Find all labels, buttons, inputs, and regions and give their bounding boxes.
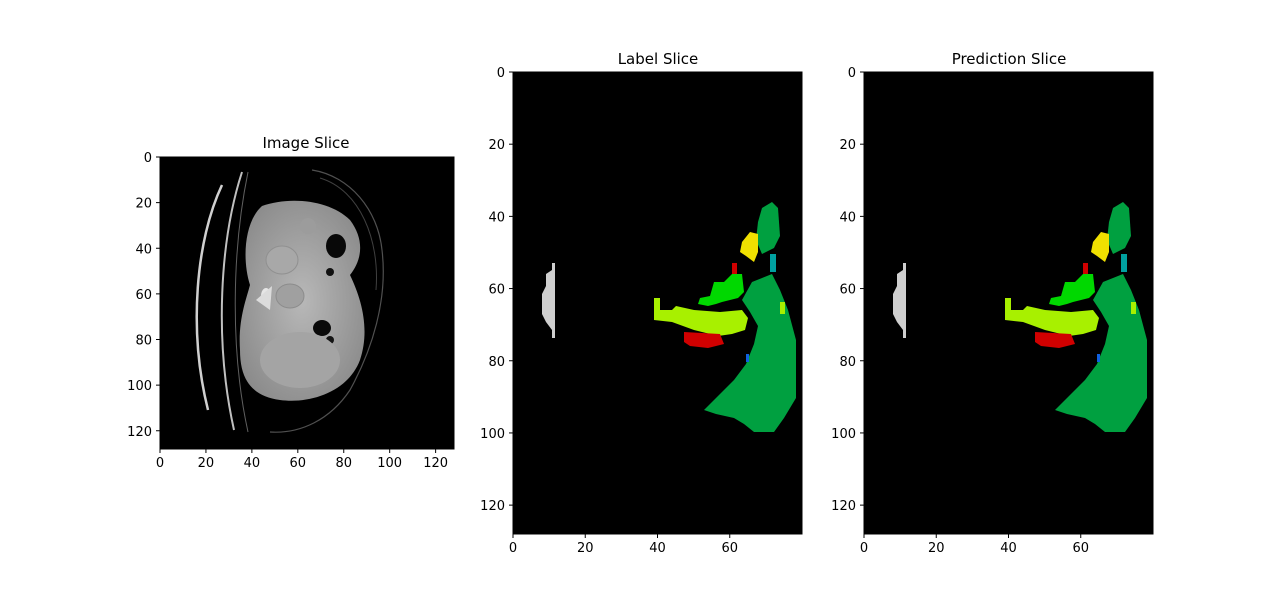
prediction-class-red-dot (1083, 263, 1088, 274)
label-slice-xtick-label: 40 (649, 541, 666, 556)
image-slice-xtick-label: 60 (290, 456, 307, 471)
image-slice-title: Image Slice (262, 134, 349, 152)
prediction-slice-ytick-label: 40 (839, 210, 856, 225)
image-slice-xtick-label: 80 (335, 456, 352, 471)
label-class-yellow (740, 232, 758, 262)
prediction-slice-panel: Prediction Slice 0 20 40 60 0 20 40 60 80 100 120 (831, 50, 1154, 556)
image-slice-outer-contour (195, 184, 224, 411)
label-class-blue (746, 354, 749, 362)
prediction-slice-xtick-label: 0 (860, 541, 868, 556)
image-slice-xtick-label: 120 (423, 456, 448, 471)
prediction-slice-xtick-label: 20 (928, 541, 945, 556)
prediction-class-dark-green-lower (1055, 274, 1147, 432)
image-slice-ticks: 0 20 40 60 80 100 120 0 20 40 60 80 100 120 (127, 151, 448, 471)
label-class-light-gray (542, 263, 555, 338)
label-class-yellow-green (654, 298, 748, 336)
prediction-slice-xtick-label: 40 (1000, 541, 1017, 556)
image-slice-xtick-label: 40 (244, 456, 261, 471)
image-slice-inner-contour (220, 171, 243, 431)
image-slice-xtick-label: 20 (198, 456, 215, 471)
prediction-slice-ytick-label: 80 (839, 355, 856, 370)
prediction-class-dark-green-upper (1107, 202, 1131, 254)
image-slice-xtick-label: 100 (377, 456, 402, 471)
prediction-class-green (1049, 274, 1095, 306)
prediction-class-yellow (1091, 232, 1109, 262)
label-class-green (698, 274, 744, 306)
prediction-slice-title: Prediction Slice (952, 50, 1067, 68)
label-slice-ytick-label: 120 (480, 499, 505, 514)
label-slice-xtick-label: 0 (509, 541, 517, 556)
image-slice-xtick-label: 0 (156, 456, 164, 471)
image-slice-ytick-label: 100 (127, 379, 152, 394)
prediction-segmentation (893, 202, 1147, 432)
label-class-teal (770, 254, 776, 272)
label-slice-ytick-label: 60 (488, 283, 505, 298)
label-slice-ytick-label: 40 (488, 210, 505, 225)
prediction-slice-ytick-label: 100 (831, 427, 856, 442)
label-slice-xtick-label: 60 (721, 541, 738, 556)
label-class-red-dot (732, 263, 737, 274)
image-slice-ytick-label: 80 (135, 334, 152, 349)
prediction-class-yellow-green (1005, 298, 1099, 336)
image-slice-ytick-label: 40 (135, 242, 152, 257)
label-slice-xtick-label: 20 (577, 541, 594, 556)
prediction-slice-ytick-label: 60 (839, 283, 856, 298)
prediction-slice-plot (864, 72, 1153, 534)
image-slice-ytick-label: 120 (127, 425, 152, 440)
prediction-class-light-gray (893, 263, 906, 338)
image-slice-ytick-label: 60 (135, 288, 152, 303)
label-class-yellow-green-dot (780, 302, 785, 314)
label-slice-plot (513, 72, 802, 534)
prediction-slice-xtick-label: 60 (1072, 541, 1089, 556)
prediction-class-blue (1097, 354, 1100, 362)
image-slice-plot (160, 157, 454, 449)
label-slice-title: Label Slice (618, 50, 699, 68)
prediction-slice-ytick-label: 20 (839, 138, 856, 153)
image-slice-panel: Image Slice 0 20 40 60 80 100 120 0 20 40 60 80 100 1… (127, 134, 455, 471)
label-slice-ytick-label: 20 (488, 138, 505, 153)
label-class-dark-green-lower (704, 274, 796, 432)
label-class-dark-green-upper (756, 202, 780, 254)
prediction-slice-ytick-label: 120 (831, 499, 856, 514)
label-segmentation (542, 202, 796, 432)
label-slice-ytick-label: 80 (488, 355, 505, 370)
prediction-class-teal (1121, 254, 1127, 272)
label-slice-ticks: 0 20 40 60 0 20 40 60 80 100 120 (480, 66, 738, 556)
label-slice-ytick-label: 0 (497, 66, 505, 81)
prediction-slice-ticks: 0 20 40 60 0 20 40 60 80 100 120 (831, 66, 1089, 556)
prediction-class-yellow-green-dot (1131, 302, 1136, 314)
label-slice-ytick-label: 100 (480, 427, 505, 442)
prediction-slice-ytick-label: 0 (848, 66, 856, 81)
prediction-class-red-bar (1035, 332, 1075, 348)
label-slice-panel: Label Slice 0 20 40 60 0 20 40 60 80 100 120 (480, 50, 803, 556)
label-class-red-bar (684, 332, 724, 348)
image-slice-ytick-label: 20 (135, 197, 152, 212)
image-slice-ytick-label: 0 (144, 151, 152, 166)
